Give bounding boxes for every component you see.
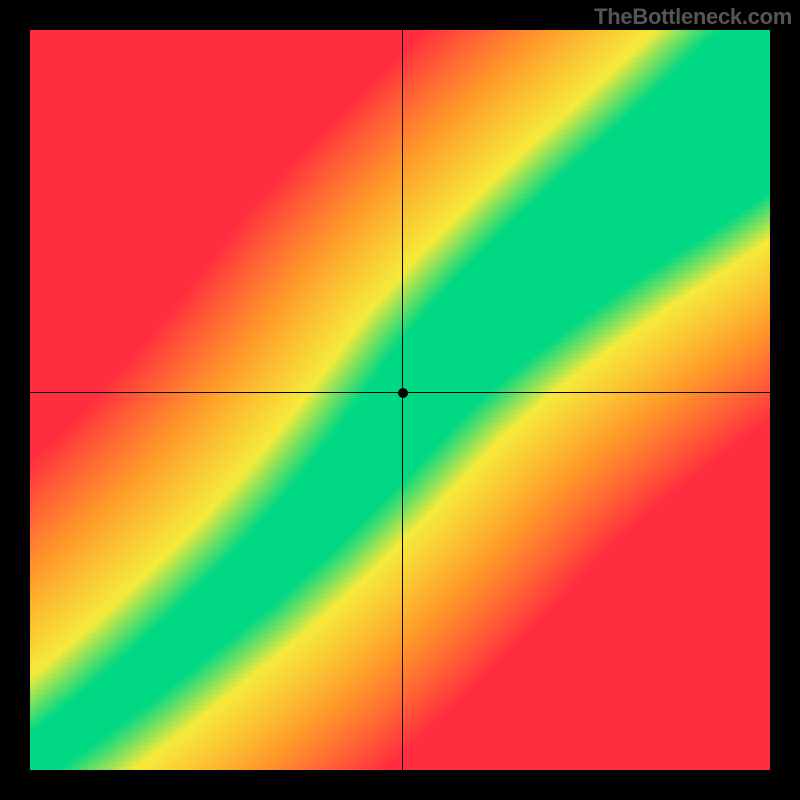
bottleneck-heatmap (30, 30, 770, 770)
watermark-text: TheBottleneck.com (594, 4, 792, 30)
marker-point (398, 388, 408, 398)
crosshair-vertical (402, 30, 403, 770)
